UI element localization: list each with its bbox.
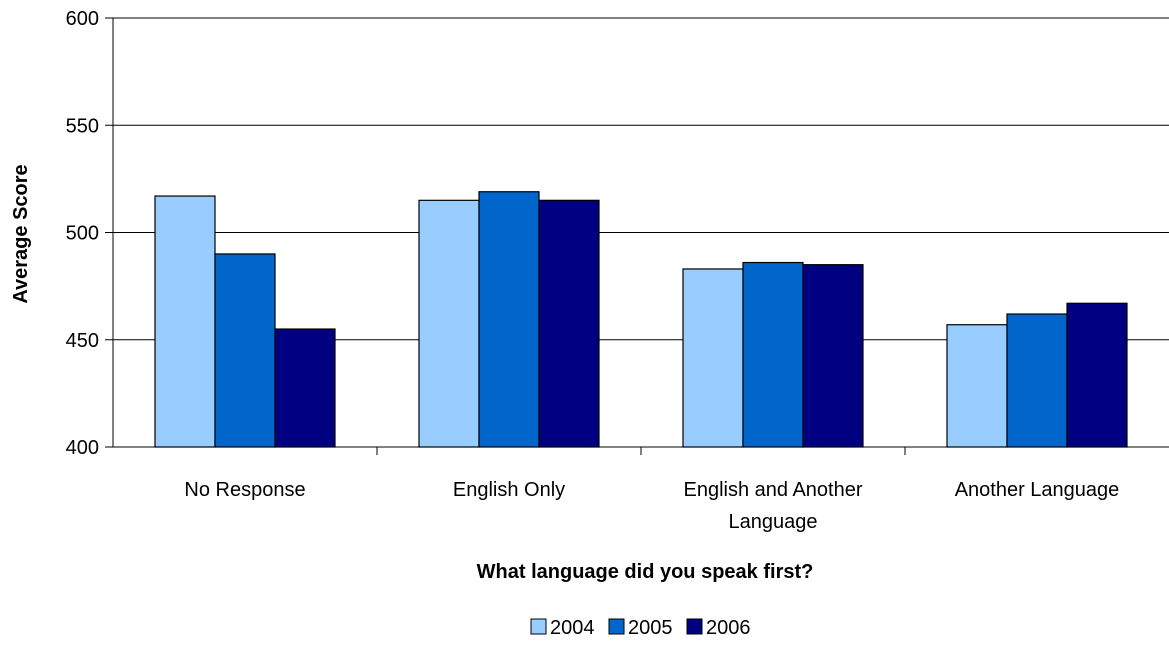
bar-2006-0 (274, 328, 336, 448)
legend-label-2005: 2005 (628, 617, 673, 639)
legend: 2004 2005 2006 (530, 617, 751, 639)
bar-2006-2 (802, 264, 864, 448)
category-label: English and Another (683, 479, 862, 501)
category-label: No Response (184, 479, 305, 501)
axes (105, 17, 1169, 455)
legend-swatch-2004 (530, 618, 547, 635)
bar-2006-1 (538, 199, 600, 448)
category-labels: No Response English Only English and Anoth… (184, 479, 1119, 533)
bar-2004-1 (418, 199, 480, 448)
category-label: Another Language (955, 479, 1120, 501)
bar-2004-0 (154, 195, 216, 448)
bar-2005-2 (742, 261, 804, 448)
legend-swatch-2005 (608, 618, 625, 635)
bar-2006-3 (1066, 302, 1128, 448)
y-tick-label: 550 (66, 115, 99, 137)
legend-label-2006: 2006 (706, 617, 751, 639)
bar-2005-1 (478, 191, 540, 448)
category-label: Language (729, 511, 818, 533)
x-axis-title: What language did you speak first? (477, 561, 814, 583)
y-tick-label: 600 (66, 8, 99, 30)
y-tick-label: 450 (66, 330, 99, 352)
category-label: English Only (453, 479, 565, 501)
y-tick-label: 500 (66, 223, 99, 245)
legend-swatch-2006 (686, 618, 703, 635)
bars (154, 191, 1128, 448)
bar-2004-3 (946, 324, 1008, 448)
y-tick-labels: 400 450 500 550 600 (66, 8, 99, 459)
bar-2005-0 (214, 253, 276, 448)
bar-2004-2 (682, 268, 744, 448)
bar-2005-3 (1006, 313, 1068, 448)
y-tick-label: 400 (66, 437, 99, 459)
legend-label-2004: 2004 (550, 617, 595, 639)
y-axis-title: Average Score (10, 164, 32, 303)
